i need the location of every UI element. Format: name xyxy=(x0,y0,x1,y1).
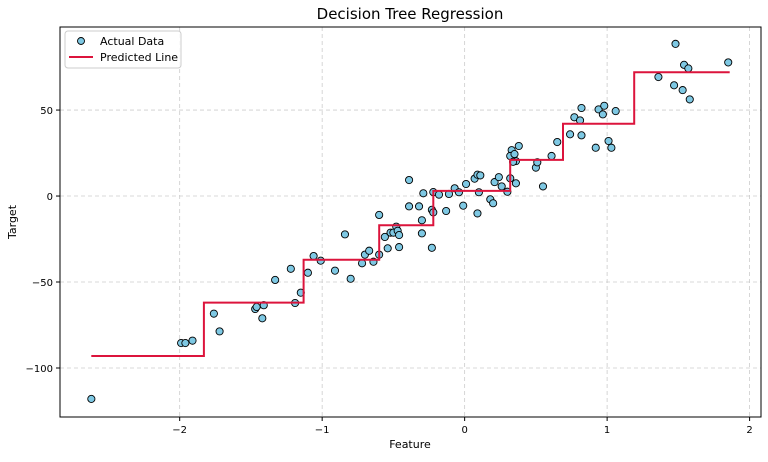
data-point xyxy=(417,216,426,225)
data-point xyxy=(607,143,616,152)
data-point xyxy=(271,275,280,284)
legend-box xyxy=(64,30,182,69)
data-point xyxy=(340,230,350,239)
grid xyxy=(60,27,761,417)
data-point xyxy=(494,173,503,182)
data-point xyxy=(553,137,562,147)
data-point xyxy=(684,64,693,73)
data-point xyxy=(462,179,471,189)
axes-frame xyxy=(59,26,762,418)
data-point xyxy=(654,72,663,82)
data-point xyxy=(252,302,261,311)
y-tick-label: 50 xyxy=(40,106,53,117)
legend-label-actual: Actual Data xyxy=(100,35,164,48)
x-tick-label: 0 xyxy=(461,425,467,436)
data-point xyxy=(685,95,694,104)
data-point xyxy=(577,131,586,140)
data-point xyxy=(434,190,444,199)
data-point xyxy=(476,171,485,180)
data-point xyxy=(309,251,318,261)
data-point xyxy=(375,210,384,219)
data-point xyxy=(419,189,428,198)
data-point xyxy=(395,243,404,252)
data-point xyxy=(591,143,600,152)
data-point xyxy=(489,199,498,208)
data-point xyxy=(427,243,436,252)
data-point xyxy=(442,206,451,216)
data-point xyxy=(454,188,463,197)
data-point xyxy=(87,394,96,403)
data-point xyxy=(303,268,312,277)
legend-marker-actual xyxy=(77,37,85,45)
data-point xyxy=(380,232,389,242)
data-point xyxy=(497,182,506,191)
data-point xyxy=(670,81,679,90)
x-tick-label: 1 xyxy=(604,425,610,436)
data-point xyxy=(473,209,482,218)
data-point xyxy=(405,175,414,185)
x-tick-label: −1 xyxy=(315,425,330,436)
data-point xyxy=(604,136,613,146)
data-point xyxy=(600,101,609,110)
data-point xyxy=(209,309,218,318)
data-point xyxy=(577,103,586,113)
data-point xyxy=(383,244,392,253)
y-axis-label: Target xyxy=(6,204,19,240)
data-point xyxy=(459,201,468,210)
y-tick-label: 0 xyxy=(47,192,53,203)
data-point xyxy=(671,39,680,48)
data-point xyxy=(417,229,426,238)
data-point xyxy=(346,274,355,283)
data-point xyxy=(510,150,519,159)
ticks: −2 −1 0 1 2 −100 −50 0 50 xyxy=(26,106,753,436)
chart-title: Decision Tree Regression xyxy=(317,5,504,23)
data-point xyxy=(547,151,556,161)
legend-label-predicted: Predicted Line xyxy=(100,51,178,64)
data-point xyxy=(188,336,197,345)
data-point xyxy=(514,141,523,151)
data-point xyxy=(181,339,190,348)
data-point xyxy=(414,202,424,211)
x-axis-label: Feature xyxy=(389,438,431,451)
predicted-line xyxy=(91,71,730,357)
data-point xyxy=(258,314,267,323)
data-point xyxy=(365,246,374,255)
data-point xyxy=(358,259,367,268)
data-point xyxy=(474,188,483,197)
legend: Actual Data Predicted Line xyxy=(64,30,182,69)
data-point xyxy=(538,182,548,191)
data-point xyxy=(724,58,733,67)
y-tick-label: −100 xyxy=(26,364,53,375)
data-point xyxy=(215,327,224,336)
data-point xyxy=(395,231,404,240)
x-tick-label: 2 xyxy=(746,425,752,436)
data-point xyxy=(566,130,575,139)
data-point xyxy=(330,266,340,275)
data-point xyxy=(286,264,295,273)
plot-area xyxy=(87,39,733,403)
y-tick-label: −50 xyxy=(32,278,53,289)
data-point xyxy=(598,110,607,119)
x-tick-label: −2 xyxy=(172,425,187,436)
data-point xyxy=(611,107,620,116)
data-point xyxy=(511,179,520,188)
data-point xyxy=(678,86,687,95)
data-point xyxy=(405,202,414,211)
